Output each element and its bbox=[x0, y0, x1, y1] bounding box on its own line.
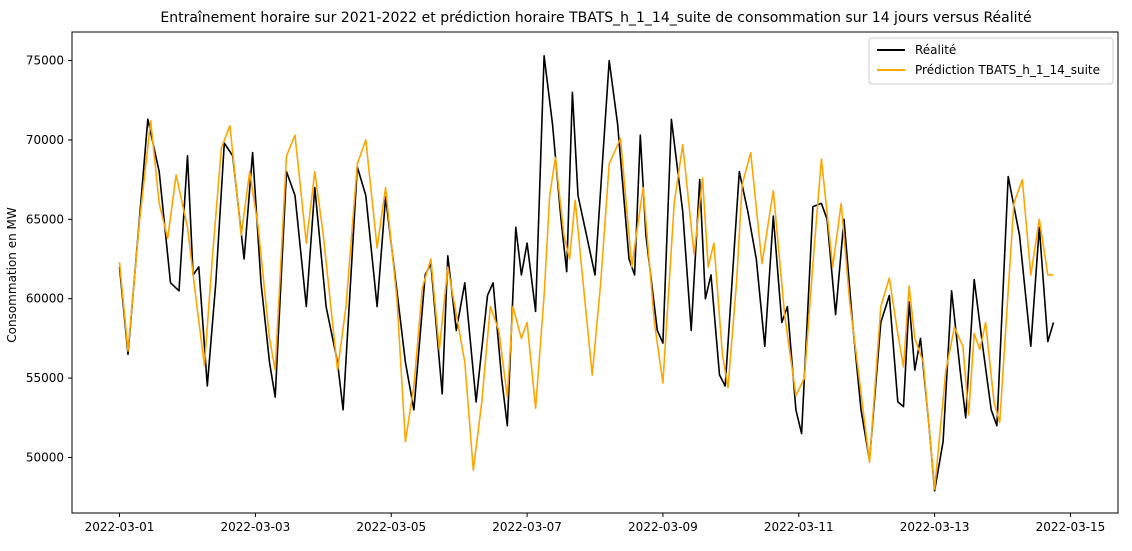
x-tick-label: 2022-03-03 bbox=[221, 520, 291, 534]
x-tick-label: 2022-03-13 bbox=[900, 520, 970, 534]
x-tick-label: 2022-03-05 bbox=[356, 520, 426, 534]
legend-box bbox=[868, 37, 1114, 85]
legend-label: Prédiction TBATS_h_1_14_suite bbox=[915, 63, 1100, 77]
x-tick-label: 2022-03-07 bbox=[492, 520, 562, 534]
x-tick-label: 2022-03-15 bbox=[1036, 520, 1106, 534]
y-tick-label: 60000 bbox=[26, 292, 64, 306]
x-tick-label: 2022-03-01 bbox=[85, 520, 155, 534]
y-axis-label: Consommation en MW bbox=[5, 207, 19, 343]
y-tick-label: 55000 bbox=[26, 371, 64, 385]
plot-frame bbox=[71, 31, 1119, 514]
legend-label: Réalité bbox=[915, 43, 956, 57]
y-tick-label: 75000 bbox=[26, 54, 64, 68]
series-line-0 bbox=[118, 55, 1055, 492]
chart-title: Entraînement horaire sur 2021-2022 et pr… bbox=[160, 10, 1031, 26]
x-tick-label: 2022-03-09 bbox=[628, 520, 698, 534]
series-line-1 bbox=[118, 120, 1054, 490]
plot-area: 2022-03-01 2022-03-03 2022-03-05 2022-03-07… bbox=[26, 31, 1119, 534]
y-tick-label: 65000 bbox=[26, 212, 64, 226]
legend: Réalité Prédiction TBATS_h_1_14_suite bbox=[868, 37, 1114, 85]
y-tick-label: 70000 bbox=[26, 133, 64, 147]
y-tick-label: 50000 bbox=[26, 450, 64, 464]
x-tick-label: 2022-03-11 bbox=[764, 520, 834, 534]
